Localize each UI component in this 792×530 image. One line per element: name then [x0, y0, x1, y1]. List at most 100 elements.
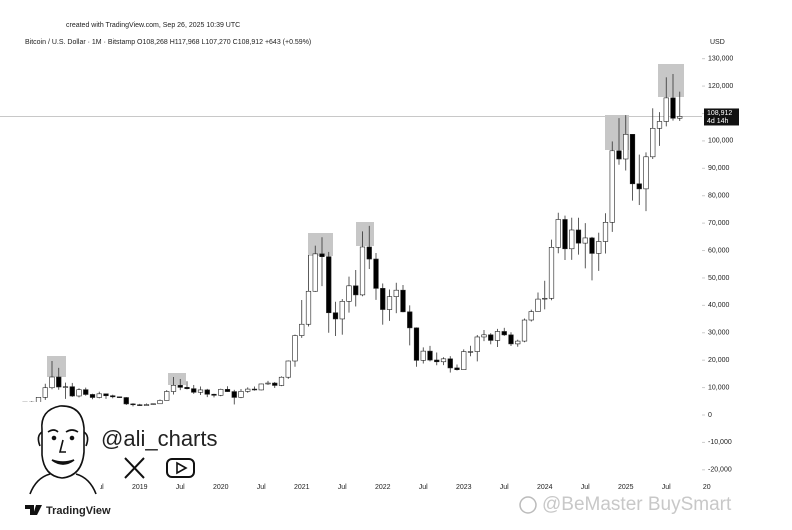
x-tick-label: Jul: [176, 484, 185, 491]
candle-body: [312, 253, 318, 292]
currency: USD: [710, 39, 725, 46]
candle-body: [494, 331, 501, 341]
avatar: [29, 405, 97, 495]
brand: TradingView: [46, 505, 111, 517]
candle-body: [467, 351, 474, 353]
candle-body: [515, 340, 521, 345]
x-tick-label: Jul: [662, 484, 671, 491]
x-tick-label: Jul: [257, 484, 266, 491]
candle-body: [400, 289, 406, 313]
candle-body: [103, 393, 109, 397]
candle-body: [292, 335, 298, 362]
y-tick-label: 130,000: [708, 56, 733, 63]
peak-highlight: [308, 233, 333, 256]
youtube-play: [176, 461, 188, 475]
candle-body: [413, 327, 420, 361]
y-tick-label: 120,000: [708, 83, 733, 90]
candle-body: [49, 376, 55, 389]
candle-body: [454, 367, 460, 370]
y-tick-label: -10,000: [708, 439, 732, 446]
peak-highlight: [168, 373, 186, 385]
candle-body: [245, 388, 251, 392]
x-tick-label: Jul: [500, 484, 509, 491]
x-tick-label: 2021: [294, 484, 310, 491]
candle-body: [137, 404, 143, 406]
candle-body: [569, 229, 575, 250]
x-tick-label: Jul: [581, 484, 590, 491]
candle-body: [589, 237, 595, 254]
x-tick-label: 2023: [456, 484, 472, 491]
candle-body: [602, 222, 609, 242]
y-tick-label: 10,000: [708, 384, 730, 391]
candle-body: [440, 358, 447, 363]
candle-body: [272, 382, 278, 386]
y-tick-label: 70,000: [708, 220, 730, 227]
candle-body: [258, 383, 264, 391]
candle-body: [211, 393, 217, 396]
candle-body: [461, 351, 467, 370]
candle-body: [434, 359, 440, 363]
candle-body: [474, 336, 480, 352]
candle-body: [420, 350, 426, 361]
candle-body: [339, 301, 345, 320]
candle-body: [218, 389, 224, 396]
y-tick-label: 30,000: [708, 330, 730, 337]
candle-body: [656, 121, 663, 129]
candle-body: [643, 156, 649, 190]
tv-logo: [25, 505, 42, 515]
candle-body: [69, 386, 75, 397]
y-tick-label: 60,000: [708, 247, 730, 254]
candle-body: [123, 397, 129, 405]
candle-body: [170, 385, 177, 392]
candle-body: [359, 246, 366, 296]
candle-body: [393, 289, 399, 297]
candle-body: [488, 334, 494, 341]
candle-body: [251, 388, 258, 391]
x-tick-label: 2025: [618, 484, 634, 491]
candle-body: [501, 331, 507, 336]
candle-body: [562, 219, 568, 250]
y-tick-label: 0: [708, 412, 712, 419]
candle-body: [76, 389, 82, 397]
y-tick-label: 50,000: [708, 275, 730, 282]
branding: @ali_charts TradingView @BeMaster BuySma…: [18, 402, 732, 517]
candle-body: [386, 296, 393, 310]
x-tick-label: 2019: [132, 484, 148, 491]
candle-body: [346, 285, 352, 302]
x-tick-label: 2022: [375, 484, 391, 491]
candle-body: [447, 358, 453, 369]
candle-body: [548, 247, 555, 299]
candle-body: [575, 229, 582, 244]
candle-body: [278, 376, 285, 386]
y-tick-label: 40,000: [708, 302, 730, 309]
created-note: created with TradingView.com, Sep 26, 20…: [66, 22, 240, 29]
youtube-icon: [166, 458, 195, 478]
candle-body: [555, 219, 561, 248]
candle-body: [89, 394, 96, 398]
candle-body: [299, 323, 305, 336]
candle-body: [427, 350, 433, 361]
x-tick-label: Jul: [419, 484, 428, 491]
candle-body: [177, 385, 183, 388]
candle-body: [596, 241, 602, 254]
peak-highlight: [356, 222, 374, 246]
candle-body: [528, 311, 534, 321]
candle-body: [265, 382, 271, 385]
candle-body: [224, 389, 231, 392]
candle-body: [238, 391, 244, 398]
candle-body: [319, 253, 325, 258]
candle-body: [623, 134, 629, 160]
y-tick-label: 90,000: [708, 165, 730, 172]
candle-body: [150, 403, 156, 405]
candle-body: [231, 391, 237, 398]
price-label: 108,912: [707, 110, 732, 117]
candle-body: [62, 386, 69, 388]
candle-body: [305, 290, 312, 325]
candle-body: [582, 237, 588, 244]
candle-body: [83, 389, 89, 395]
candle-body: [373, 258, 379, 289]
candle-body: [380, 288, 386, 310]
candle-body: [197, 389, 204, 393]
x-tick-label: 20: [703, 484, 711, 491]
candle-body: [96, 393, 102, 398]
